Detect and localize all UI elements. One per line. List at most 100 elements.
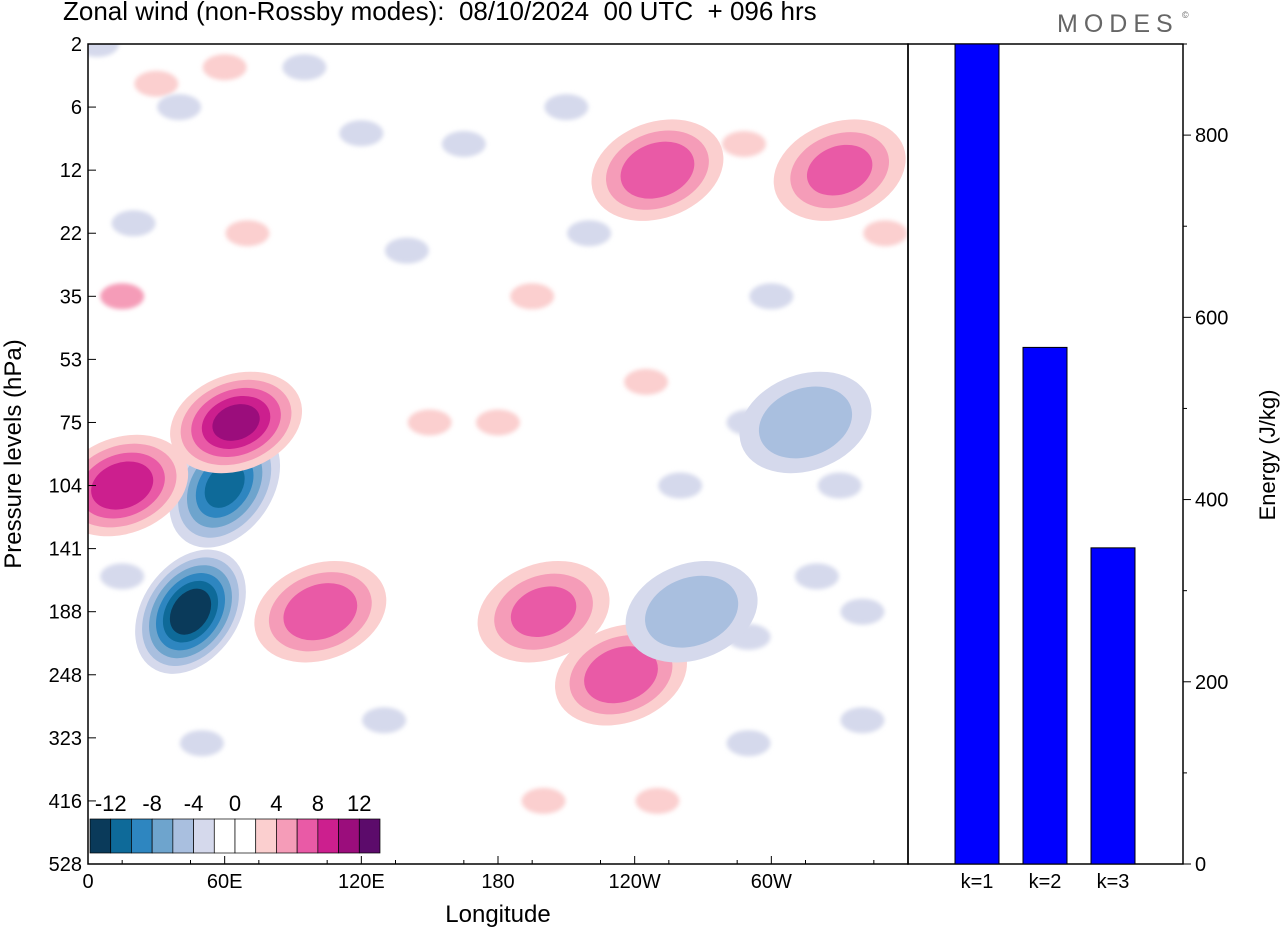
y-tick-label: 528 [49,854,82,876]
contour-patch [339,120,384,147]
y-tick-label: 35 [60,286,82,308]
contour-patch [817,472,862,499]
y-tick-label: 12 [60,160,82,182]
contour-patch [100,283,145,310]
contour-patch [840,707,885,734]
contour-patch [635,787,680,814]
contour-negative [204,463,245,508]
bar-category-label: k=2 [1029,871,1062,893]
x-tick-label: 120W [609,871,661,893]
y-tick-label: 22 [60,223,82,245]
colorbar-label: 4 [270,791,282,816]
y-tick-label: 248 [49,665,82,687]
contour-positive [584,646,658,704]
contour-positive [620,141,695,199]
colorbar: -12 -8 -4 0 4 8 12 [89,791,381,854]
energy-bar [1022,346,1068,865]
y-tick-label: 416 [49,791,82,813]
contour-panel [87,43,1184,865]
y-tick-label: 53 [60,349,82,371]
y-tick-label: 104 [49,476,82,498]
brand-copyright-mark: © [1182,10,1189,20]
pressure-axis: 2 6 12 22 35 53 75 104 141 188 248 323 416 528 [49,34,96,876]
contour-patch [111,210,156,237]
x-tick-label: 180 [481,871,514,893]
contour-patch [225,220,270,247]
longitude-axis: 0 60E 120E 180 120W 60W [82,856,875,893]
x-tick-label: 60W [751,871,792,893]
energy-bar [954,43,1000,865]
contour-negative [758,386,853,459]
colorbar-label: 12 [347,791,371,816]
contour-patch [407,409,452,436]
contour-positive [283,583,358,641]
x-tick-label: 0 [82,871,93,893]
contour-patch [726,730,771,757]
contour-patch [441,130,486,157]
colorbar-label: 0 [229,791,241,816]
contour-patch [544,94,589,121]
colorbar-swatch [89,818,112,854]
bar-category-label: k=3 [1097,871,1130,893]
colorbar-swatch [172,818,194,854]
colorbar-swatch [193,818,215,854]
contour-patch [863,220,908,247]
contour-positive [510,586,577,638]
contour-patch [521,787,566,814]
energy-tick-label: 600 [1195,307,1228,329]
colorbar-swatch [234,818,257,854]
energy-tick-label: 200 [1195,672,1228,694]
colorbar-swatch [213,818,236,854]
contour-patch [840,598,885,625]
contour-positive [91,461,154,510]
contour-patch [88,44,120,57]
energy-tick-label: 400 [1195,490,1228,512]
contour-positive [212,404,260,441]
bar-category-label: k=1 [961,871,994,893]
colorbar-label: -4 [184,791,204,816]
y-tick-label: 323 [49,728,82,750]
contour-patch [624,368,669,395]
colorbar-label: -12 [95,791,127,816]
contour-patch [384,237,429,264]
energy-tick-label: 0 [1195,854,1206,876]
x-tick-label: 60E [207,871,243,893]
x-axis-label: Longitude [445,901,550,928]
colorbar-swatch [110,818,132,854]
contour-negative [645,575,739,648]
contour-patch [567,220,612,247]
colorbar-swatch [276,818,298,854]
contour-patch [658,472,703,499]
y-tick-label: 2 [71,34,82,56]
energy-axis: 0 200 400 600 800 [1183,43,1228,876]
contour-patch [100,563,145,590]
energy-tick-label: 800 [1195,125,1228,147]
contour-patch [282,54,327,81]
contour-patch [157,94,202,121]
colorbar-swatch [317,818,339,854]
y-tick-label: 6 [71,97,82,119]
contour-patch [794,563,839,590]
contour-patch [202,54,247,81]
chart-title: Zonal wind (non-Rossby modes): 08/10/202… [63,0,817,26]
y-tick-label: 141 [49,539,82,561]
contour-patch [749,283,794,310]
colorbar-swatch [358,818,381,854]
colorbar-swatch [338,818,360,854]
energy-bar [1090,547,1136,865]
contour-negative [169,588,212,635]
contour-patch [134,70,179,97]
brand-logo: MODES [1057,10,1179,38]
colorbar-swatch [296,818,319,854]
contour-patch [179,730,224,757]
colorbar-swatch [151,818,174,854]
colorbar-swatch [131,818,153,854]
y-tick-label: 75 [60,412,82,434]
energy-bar-panel: k=1 k=2 k=3 0 200 400 600 800 [954,43,1228,893]
contour-positive [806,144,873,196]
contour-patch [510,283,555,310]
y-axis-label: Pressure levels (hPa) [0,339,27,568]
y-tick-label: 188 [49,602,82,624]
contour-patch [476,409,520,436]
colorbar-swatch [255,818,277,854]
